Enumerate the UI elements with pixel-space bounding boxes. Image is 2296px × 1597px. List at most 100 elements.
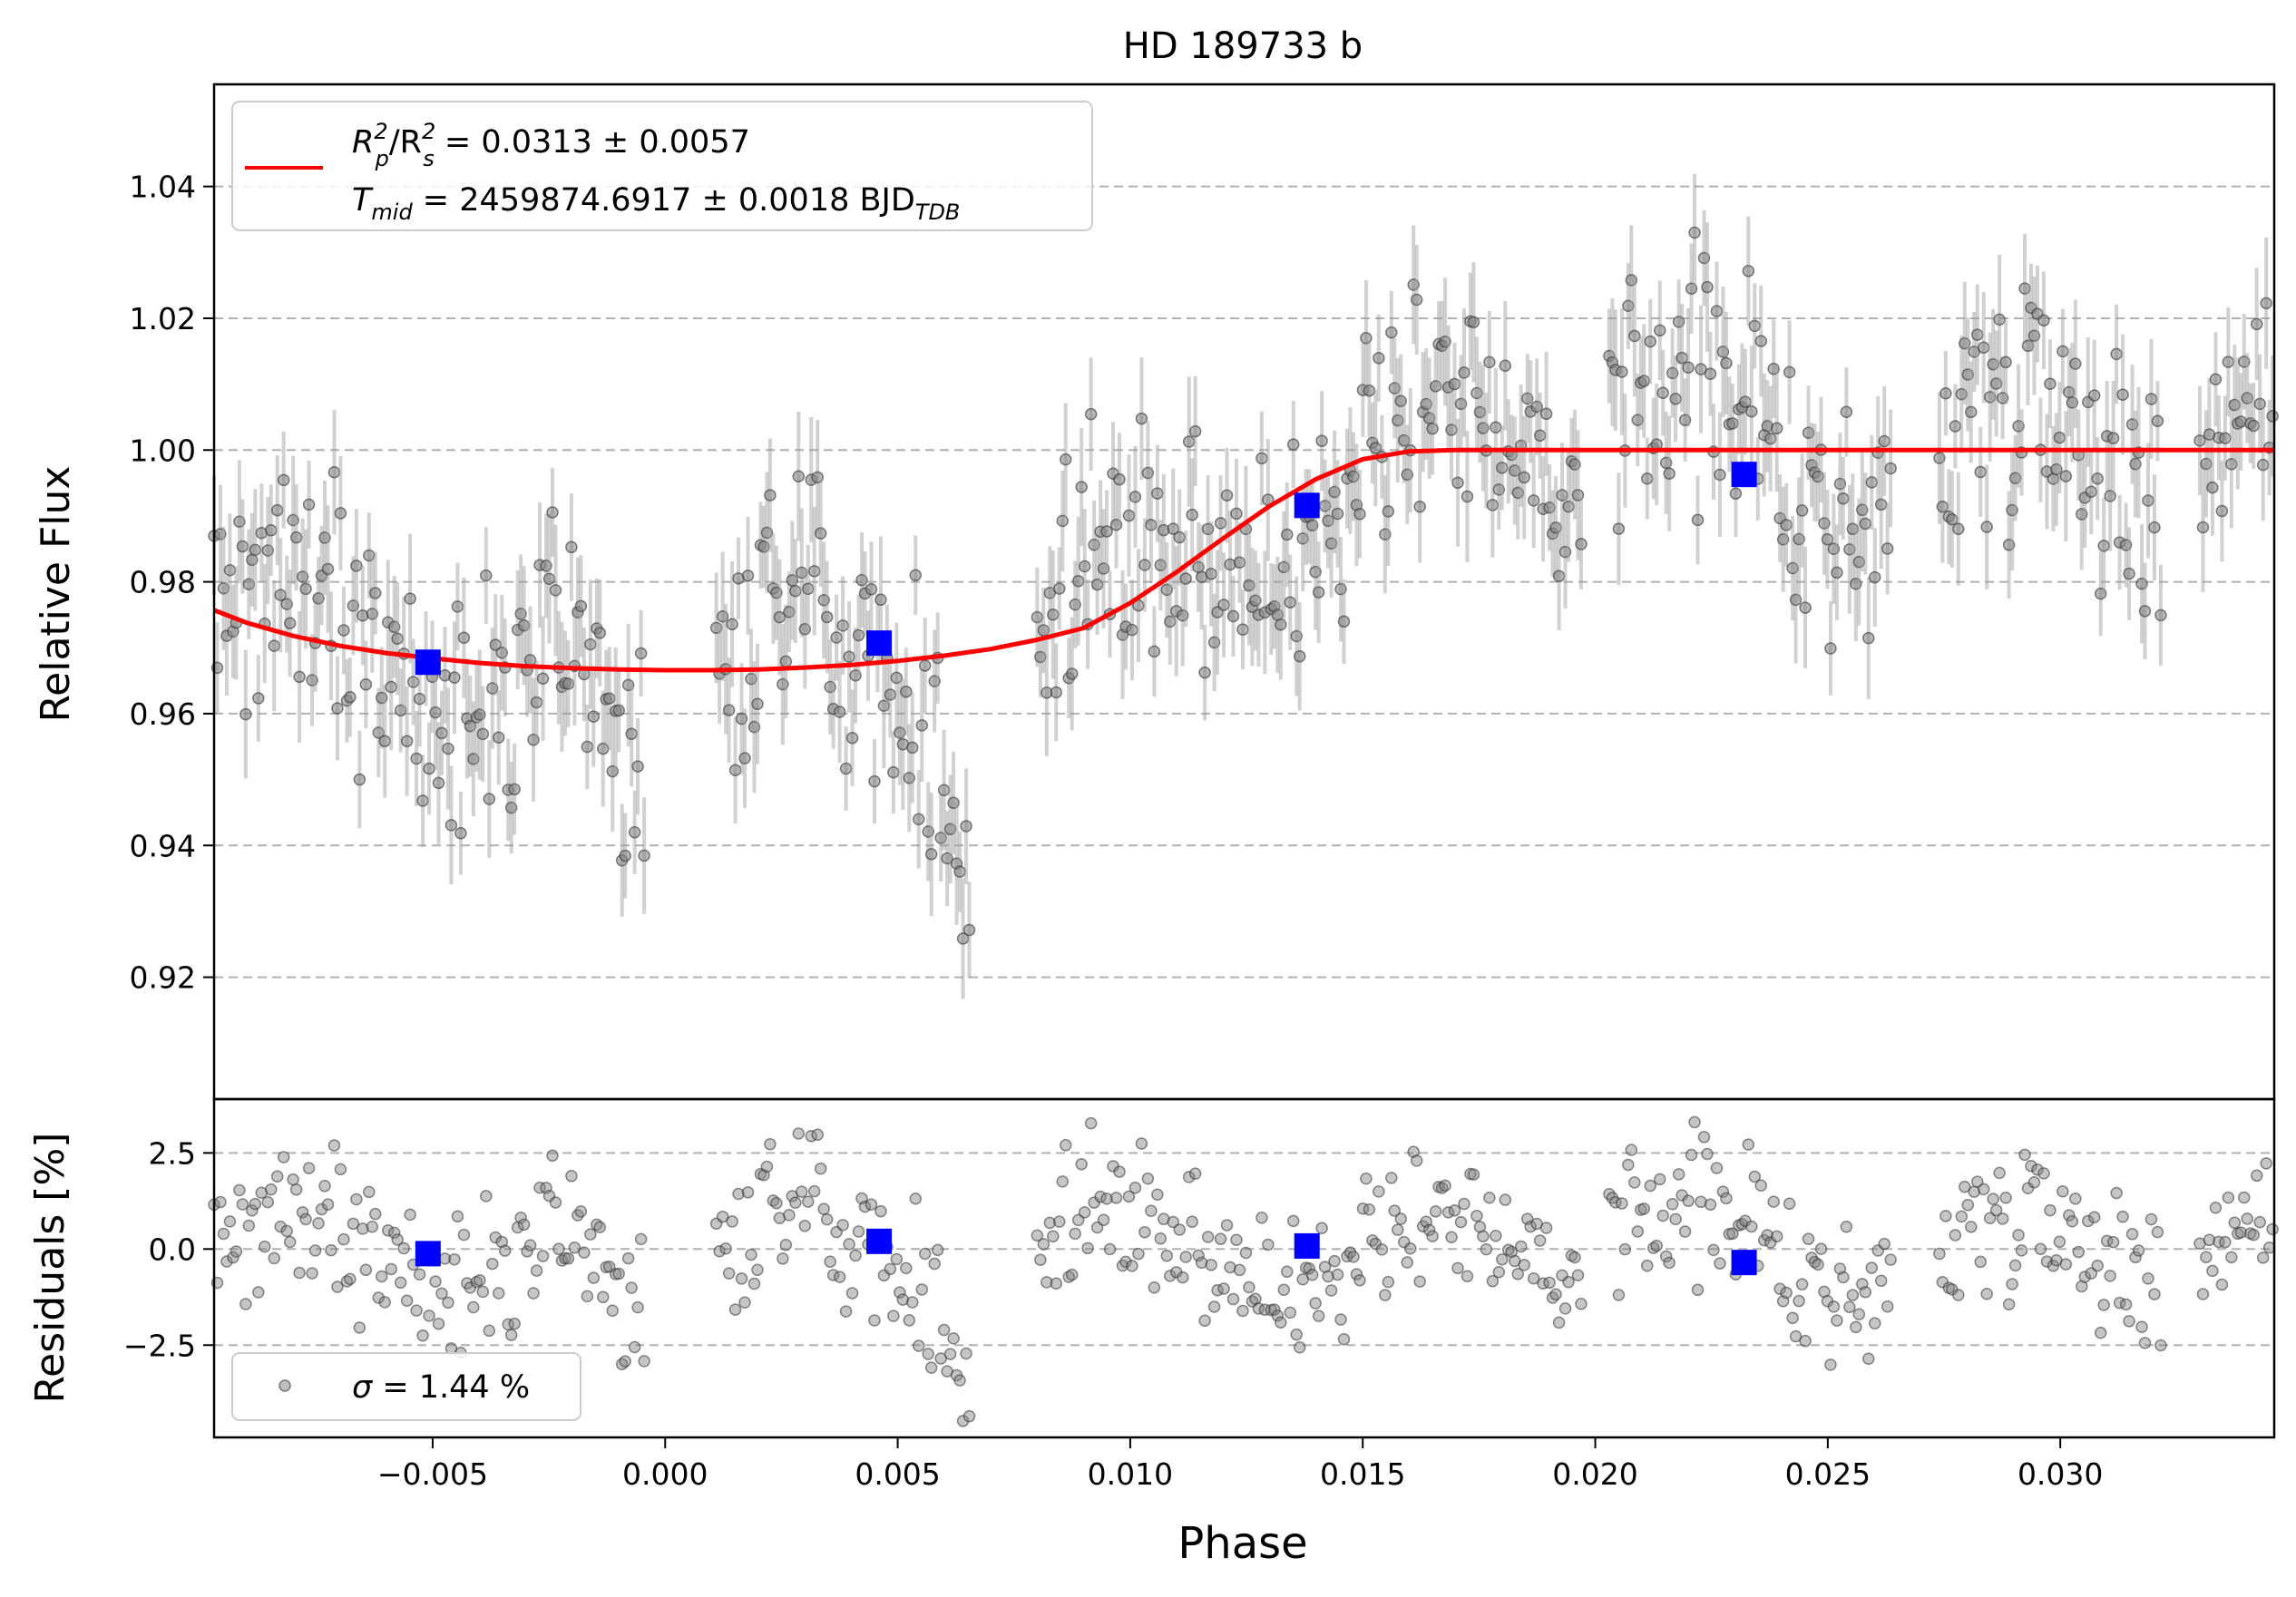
flux-data-point (1802, 426, 1815, 439)
flux-data-point (350, 560, 363, 572)
residual-data-point (523, 1239, 537, 1251)
flux-data-point (894, 726, 906, 739)
flux-data-point (728, 764, 742, 777)
main-y-tick-label: 1.02 (130, 301, 196, 336)
flux-data-point (2069, 357, 2082, 370)
x-tick-label: −0.005 (377, 1456, 488, 1492)
flux-data-point (1509, 464, 1521, 477)
flux-data-point (387, 620, 401, 634)
flux-data-point (1846, 522, 1860, 536)
residual-data-point (277, 1151, 290, 1164)
residual-data-point (1394, 1212, 1408, 1225)
flux-data-point (1353, 507, 1366, 521)
residual-data-point (628, 1340, 641, 1354)
flux-data-point (337, 624, 350, 637)
residual-data-point (1388, 1204, 1402, 1217)
residual-data-point (508, 1317, 521, 1330)
flux-data-point (404, 592, 416, 605)
flux-data-point (877, 699, 891, 712)
residual-data-point (2097, 1299, 2110, 1311)
flux-data-point (1726, 417, 1739, 430)
flux-data-point (1659, 456, 1673, 470)
flux-data-point (1789, 593, 1803, 607)
residual-data-point (1704, 1198, 1717, 1212)
flux-data-point (1682, 361, 1695, 374)
flux-data-point (1518, 471, 1530, 484)
residual-data-point (584, 1228, 597, 1241)
residual-data-point (236, 1198, 249, 1211)
residual-data-point (299, 1212, 312, 1226)
flux-data-point (1053, 582, 1066, 595)
residual-data-point (2256, 1251, 2270, 1264)
flux-data-point (442, 742, 454, 755)
flux-data-point (1492, 483, 1506, 496)
residual-data-point (1382, 1275, 1395, 1289)
flux-data-point (483, 793, 496, 805)
flux-data-point (2135, 577, 2148, 590)
flux-data-point (1764, 432, 1777, 445)
residual-data-point (1445, 1231, 1458, 1243)
flux-data-point (922, 825, 934, 838)
flux-data-point (1179, 572, 1192, 585)
residual-data-point (2241, 1212, 2254, 1225)
flux-data-point (1795, 504, 1809, 517)
residual-data-point (931, 1243, 944, 1257)
residual-data-point (242, 1219, 256, 1232)
flux-data-point (1936, 500, 1949, 513)
residual-data-point (1716, 1185, 1730, 1198)
flux-data-point (344, 691, 357, 704)
flux-data-point (1226, 609, 1240, 623)
residuals-legend-box (231, 1352, 581, 1421)
residual-data-point (1379, 1289, 1392, 1301)
residual-data-point (928, 1257, 941, 1271)
residual-data-point (764, 1137, 777, 1151)
residual-data-point (1539, 1222, 1553, 1234)
flux-data-point (2250, 317, 2263, 331)
flux-data-point (385, 680, 397, 694)
residual-data-point (1286, 1214, 1300, 1228)
flux-data-point (486, 682, 499, 695)
flux-data-point (504, 801, 518, 814)
flux-data-point (1843, 543, 1856, 556)
residual-data-point (836, 1219, 849, 1232)
flux-data-point (593, 627, 607, 639)
residual-data-point (302, 1162, 316, 1174)
residual-data-point (2247, 1228, 2260, 1242)
residual-data-point (2015, 1244, 2028, 1257)
residual-data-point (233, 1183, 246, 1197)
residual-data-point (1837, 1271, 1850, 1284)
residual-data-point (913, 1339, 925, 1352)
flux-data-point (2241, 392, 2254, 404)
residual-data-point (435, 1287, 448, 1300)
residual-data-point (546, 1149, 559, 1162)
flux-data-point (410, 752, 423, 765)
residual-data-point (1852, 1308, 1866, 1320)
residual-data-point (779, 1238, 793, 1251)
residual-data-point (1360, 1172, 1373, 1185)
residual-data-point (2250, 1169, 2263, 1183)
flux-data-point (1961, 368, 1975, 381)
flux-data-point (1084, 407, 1098, 421)
flux-data-point (839, 762, 853, 775)
flux-data-point (801, 582, 815, 596)
flux-data-point (1520, 392, 1534, 405)
residual-data-point (289, 1183, 303, 1196)
flux-data-point (1135, 412, 1148, 425)
flux-data-point (1470, 386, 1483, 400)
flux-data-point (1993, 313, 2006, 326)
flux-data-point (1527, 494, 1540, 507)
residual-data-point (1678, 1225, 1692, 1238)
residual-data-point (1868, 1317, 1881, 1329)
flux-data-point (1392, 414, 1404, 427)
flux-data-point (264, 524, 278, 537)
residual-data-point (337, 1232, 350, 1246)
residual-data-point (416, 1329, 429, 1342)
residual-data-point (2234, 1226, 2248, 1239)
flux-data-point (855, 573, 868, 587)
residual-data-point (1745, 1220, 1758, 1233)
flux-data-point (1780, 519, 1793, 531)
flux-data-point (1126, 623, 1138, 637)
flux-data-point (1685, 282, 1698, 296)
flux-data-point (1454, 397, 1468, 411)
residual-data-point (1952, 1289, 1965, 1301)
